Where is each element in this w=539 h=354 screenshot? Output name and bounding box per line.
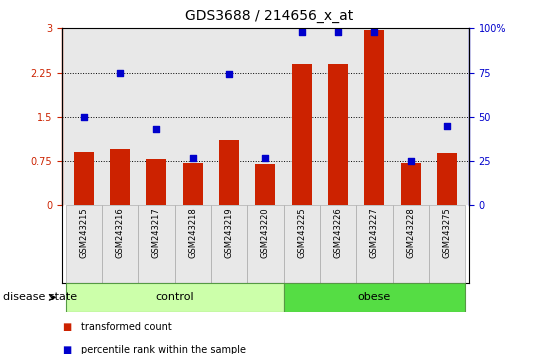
Text: percentile rank within the sample: percentile rank within the sample xyxy=(81,345,246,354)
Bar xyxy=(429,205,465,283)
Text: GSM243215: GSM243215 xyxy=(79,207,88,257)
Bar xyxy=(356,205,392,283)
Bar xyxy=(66,205,102,283)
Text: GSM243220: GSM243220 xyxy=(261,207,270,257)
Point xyxy=(152,126,161,132)
Text: GSM243219: GSM243219 xyxy=(225,207,233,257)
Text: obese: obese xyxy=(358,292,391,302)
Text: GSM243218: GSM243218 xyxy=(188,207,197,258)
Point xyxy=(370,29,379,35)
Bar xyxy=(139,205,175,283)
Bar xyxy=(110,149,130,205)
Text: GSM243217: GSM243217 xyxy=(152,207,161,258)
Bar xyxy=(219,141,239,205)
Text: GSM243275: GSM243275 xyxy=(443,207,452,258)
Text: transformed count: transformed count xyxy=(81,322,171,332)
Point xyxy=(334,29,342,35)
Bar xyxy=(284,205,320,283)
Text: GSM243225: GSM243225 xyxy=(298,207,306,257)
Bar xyxy=(292,64,312,205)
Text: disease state: disease state xyxy=(3,292,77,302)
Bar xyxy=(364,29,384,205)
Point xyxy=(225,72,233,77)
Text: GDS3688 / 214656_x_at: GDS3688 / 214656_x_at xyxy=(185,9,354,23)
Bar xyxy=(255,164,275,205)
Point xyxy=(261,155,270,160)
Bar xyxy=(74,152,94,205)
Bar xyxy=(328,64,348,205)
Bar xyxy=(66,283,284,312)
Bar xyxy=(175,205,211,283)
Bar xyxy=(102,205,139,283)
Text: ■: ■ xyxy=(62,322,71,332)
Text: ■: ■ xyxy=(62,345,71,354)
Point xyxy=(406,158,415,164)
Point xyxy=(443,123,452,129)
Bar xyxy=(147,159,167,205)
Text: GSM243226: GSM243226 xyxy=(334,207,343,258)
Bar xyxy=(392,205,429,283)
Text: control: control xyxy=(155,292,194,302)
Bar xyxy=(247,205,284,283)
Bar xyxy=(211,205,247,283)
Text: GSM243227: GSM243227 xyxy=(370,207,379,258)
Bar xyxy=(320,205,356,283)
Point xyxy=(189,155,197,160)
Bar xyxy=(183,163,203,205)
Bar xyxy=(437,153,457,205)
Point xyxy=(116,70,125,75)
Bar xyxy=(284,283,465,312)
Point xyxy=(298,29,306,35)
Bar xyxy=(401,163,421,205)
Text: GSM243228: GSM243228 xyxy=(406,207,415,258)
Text: GSM243216: GSM243216 xyxy=(116,207,125,258)
Point xyxy=(79,114,88,120)
